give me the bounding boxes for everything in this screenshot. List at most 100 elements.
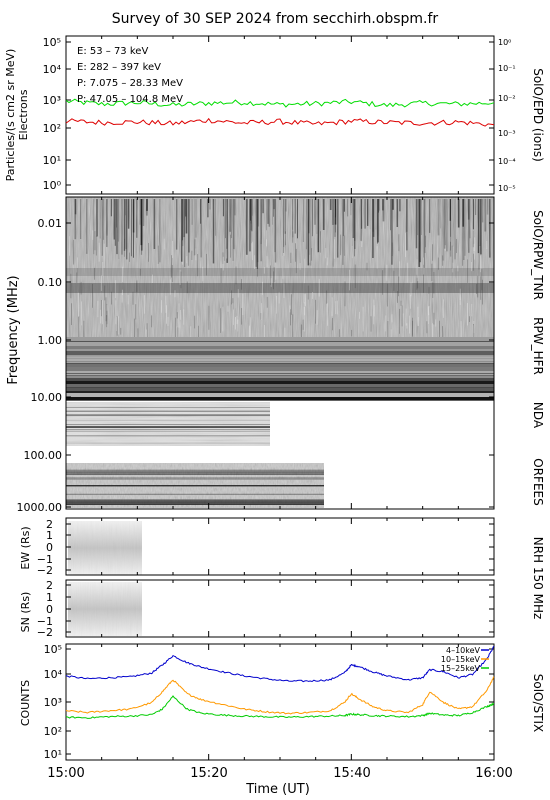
hfr-band <box>66 363 494 364</box>
stix-tick: 10¹ <box>44 748 62 761</box>
epd-left-tick: 10⁵ <box>43 36 61 49</box>
nrh-sn-y-label: SN (Rs) <box>19 592 32 633</box>
nrh-right-label: NRH 150 MHz <box>531 537 545 620</box>
hfr-band <box>66 359 494 361</box>
epd-right-label: SolO/EPD (ions) <box>531 68 545 162</box>
hfr-band <box>66 358 494 359</box>
x-tick-label: 15:40 <box>333 766 370 781</box>
radio-y-label: Frequency (MHz) <box>6 275 21 384</box>
nrh-sn-panel: 2 1 0 −1 −2 SN (Rs) <box>19 579 495 639</box>
epd-right-tick: 10⁻⁴ <box>498 157 516 166</box>
x-axis-label: Time (UT) <box>245 782 310 797</box>
sn-tick: −2 <box>37 626 53 639</box>
tnr-spectrogram <box>66 197 494 350</box>
stix-legend-entry: 4–10keV <box>446 646 481 655</box>
ew-tick: 1 <box>46 529 53 542</box>
stix-tick: 10⁵ <box>44 643 62 656</box>
hfr-band <box>66 373 494 374</box>
sn-tick: −1 <box>37 615 53 628</box>
hfr-band <box>66 355 494 356</box>
stix-frame <box>65 643 495 761</box>
stix-panel: 10¹ 10² 10³ 10⁴ 10⁵ 4–10keV 10–15keV 15–… <box>19 643 545 761</box>
hfr-spectrogram <box>66 337 494 401</box>
epd-right-tick: 10⁰ <box>498 38 511 47</box>
stix-tick-marks <box>65 644 495 760</box>
epd-left-tick: 10⁰ <box>43 179 62 192</box>
epd-legend-entry: E: 282 – 397 keV <box>77 62 161 73</box>
series-line <box>65 117 495 127</box>
hfr-band <box>66 378 494 379</box>
epd-legend-entry: E: 53 – 73 keV <box>77 46 148 57</box>
epd-y-label: Particles/(s cm2 sr MeV) <box>4 49 17 182</box>
sn-tick: 0 <box>46 603 53 616</box>
x-tick-label: 15:20 <box>190 766 227 781</box>
figure-title: Survey of 30 SEP 2024 from secchirh.obsp… <box>112 11 439 27</box>
epd-series <box>65 98 495 127</box>
epd-right-tick: 10⁻⁵ <box>498 184 516 193</box>
orfees-spectrogram <box>66 463 324 508</box>
hfr-band <box>66 391 494 393</box>
stix-y-label: COUNTS <box>19 680 32 726</box>
hfr-band <box>66 387 494 388</box>
epd-panel: 10⁰ 10¹ 10² 10³ 10⁴ 10⁵ 10⁻⁵ 10⁻⁴ 10⁻³ 1… <box>4 35 545 195</box>
epd-left-tick: 10³ <box>43 94 61 107</box>
nrh-sn-tick-marks <box>65 580 495 637</box>
hfr-band <box>66 376 494 378</box>
frequency-tick: 0.01 <box>38 217 63 230</box>
orfees-band <box>66 501 324 505</box>
epd-legend-entry: P: 47.05 – 104.8 MeV <box>77 94 183 105</box>
stix-legend-entry: 15–25keV <box>441 664 481 673</box>
epd-left-tick: 10¹ <box>43 154 61 167</box>
nrh-ew-panel: 2 1 0 −1 −2 EW (Rs) <box>19 517 495 577</box>
stix-tick: 10³ <box>44 696 62 709</box>
series-line <box>65 676 495 715</box>
ew-tick: 0 <box>46 541 53 554</box>
epd-tick-marks <box>65 36 495 194</box>
sn-tick: 1 <box>46 591 53 604</box>
frequency-tick: 100.00 <box>24 449 63 462</box>
stix-tick: 10⁴ <box>44 668 63 681</box>
hfr-band <box>66 351 494 355</box>
hfr-band <box>66 341 494 342</box>
hfr-band <box>66 349 494 351</box>
nrh-ew-tick-marks <box>65 518 495 575</box>
hfr-band <box>66 337 494 341</box>
series-line <box>65 695 495 719</box>
hfr-band <box>66 346 494 349</box>
epd-right-tick: 10⁻² <box>498 94 516 103</box>
hfr-band <box>66 393 494 397</box>
instrument-label-orfees: ORFEES <box>531 458 545 505</box>
nrh-ew-y-label: EW (Rs) <box>19 526 32 569</box>
hfr-bands <box>66 337 494 401</box>
radio-panel: 0.01 0.10 1.00 10.00 100.00 1000.00 Freq… <box>6 196 545 514</box>
hfr-band <box>66 371 494 373</box>
series-line <box>65 645 495 683</box>
frequency-tick: 1000.00 <box>17 501 63 514</box>
orfees-horizontal-lines <box>66 469 324 505</box>
x-tick-label: 16:00 <box>475 766 512 781</box>
frequency-tick: 1.00 <box>38 334 63 347</box>
hfr-band <box>66 367 494 371</box>
stix-legend-entry: 10–15keV <box>441 655 481 664</box>
epd-right-tick: 10⁻³ <box>498 129 516 138</box>
hfr-band <box>66 362 494 363</box>
frequency-tick: 0.10 <box>38 276 63 289</box>
ew-tick: −2 <box>37 564 53 577</box>
stix-right-label: SolO/STIX <box>531 674 545 733</box>
hfr-band <box>66 342 494 346</box>
hfr-band <box>66 357 494 358</box>
hfr-band <box>66 383 494 387</box>
frequency-tick: 10.00 <box>31 391 63 404</box>
stix-tick: 10² <box>44 725 62 738</box>
ew-tick: −1 <box>37 553 53 566</box>
hfr-band <box>66 381 494 384</box>
epd-y-label-secondary: Electrons <box>17 89 30 140</box>
nda-horizontal-lines <box>66 407 270 444</box>
ew-tick: 2 <box>46 518 53 531</box>
epd-legend-entry: P: 7.075 – 28.33 MeV <box>77 78 183 89</box>
nda-spectrogram <box>66 402 270 446</box>
hfr-band <box>66 361 494 362</box>
epd-left-tick: 10⁴ <box>43 63 62 76</box>
hfr-band <box>66 374 494 375</box>
